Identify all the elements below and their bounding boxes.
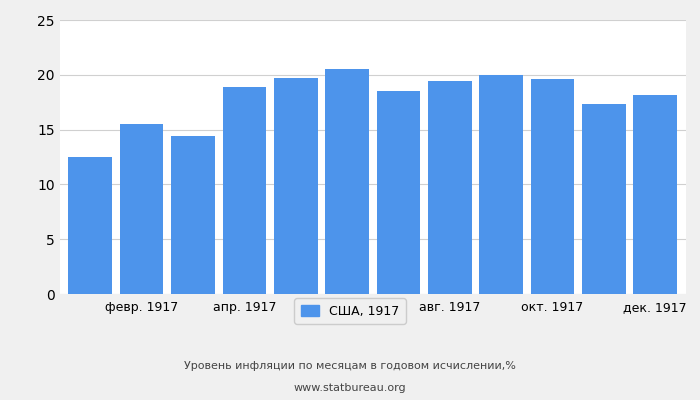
Bar (480, 75, 523, 294)
Bar (326, 69, 369, 294)
Bar (172, 136, 215, 294)
Bar (223, 87, 266, 294)
Bar (634, 94, 677, 294)
Text: www.statbureau.org: www.statbureau.org (294, 383, 406, 393)
Bar (274, 78, 318, 294)
Bar (377, 91, 420, 294)
Bar (428, 81, 472, 294)
Bar (69, 157, 112, 294)
Bar (120, 124, 164, 294)
Bar (582, 104, 626, 294)
Bar (531, 79, 574, 294)
Legend: США, 1917: США, 1917 (294, 298, 406, 324)
Text: Уровень инфляции по месяцам в годовом исчислении,%: Уровень инфляции по месяцам в годовом ис… (184, 361, 516, 371)
